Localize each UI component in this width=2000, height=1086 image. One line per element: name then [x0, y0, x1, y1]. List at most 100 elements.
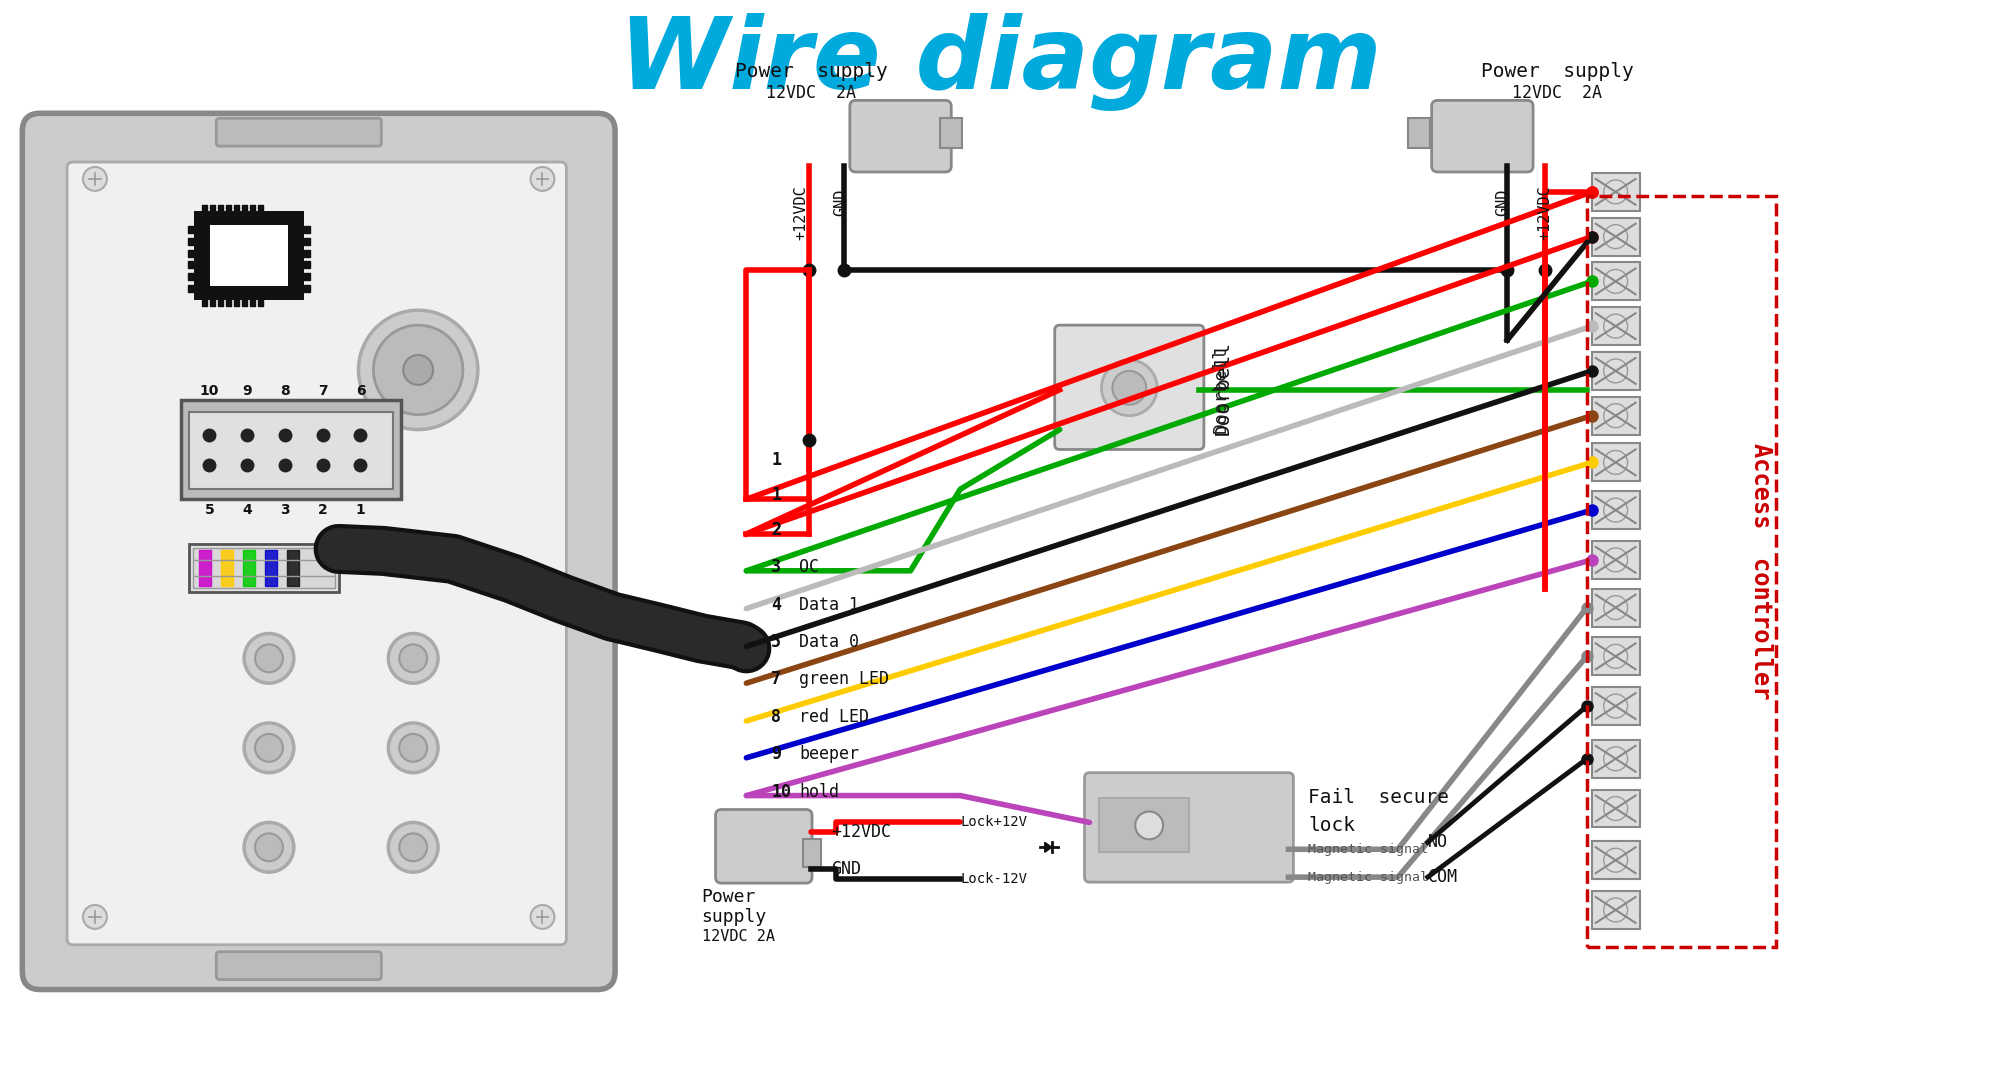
Text: OC: OC	[800, 558, 820, 576]
Circle shape	[530, 905, 554, 929]
Circle shape	[1102, 359, 1158, 416]
Text: 6: 6	[356, 383, 366, 397]
Text: 1: 1	[772, 452, 782, 469]
Text: +12VDC: +12VDC	[1538, 186, 1552, 240]
Text: +12VDC: +12VDC	[830, 823, 890, 842]
Polygon shape	[1044, 843, 1052, 853]
Bar	[1100, 797, 1188, 853]
Bar	[1592, 740, 1640, 778]
Text: Access  controller: Access controller	[1748, 443, 1772, 699]
Text: 7: 7	[318, 383, 328, 397]
Bar	[940, 118, 962, 148]
Circle shape	[400, 644, 428, 672]
Text: green LED: green LED	[800, 670, 890, 689]
Circle shape	[256, 833, 282, 861]
Text: 10: 10	[772, 783, 792, 800]
Text: Magnetic signal: Magnetic signal	[1308, 871, 1428, 884]
Text: Power  supply: Power supply	[1480, 62, 1634, 81]
FancyBboxPatch shape	[216, 951, 382, 980]
Text: 4: 4	[772, 595, 782, 614]
Circle shape	[400, 734, 428, 761]
Bar	[194, 211, 304, 300]
FancyBboxPatch shape	[850, 100, 952, 172]
FancyBboxPatch shape	[22, 113, 616, 989]
Text: Wire diagram: Wire diagram	[618, 13, 1382, 111]
Text: supply: supply	[702, 908, 766, 926]
Bar	[1592, 541, 1640, 579]
Text: 4: 4	[242, 503, 252, 517]
Text: 8: 8	[280, 383, 290, 397]
Bar	[1592, 443, 1640, 481]
Text: 10: 10	[200, 383, 218, 397]
Text: red LED: red LED	[800, 708, 870, 727]
Text: 5: 5	[204, 503, 214, 517]
Bar	[190, 412, 394, 490]
Circle shape	[388, 633, 438, 683]
Bar	[1592, 637, 1640, 675]
Text: COM: COM	[1428, 868, 1458, 886]
Text: 12VDC 2A: 12VDC 2A	[702, 930, 774, 945]
Text: Fail  secure: Fail secure	[1308, 788, 1450, 807]
Text: hold: hold	[800, 783, 840, 800]
Bar	[1592, 589, 1640, 627]
Bar	[1592, 687, 1640, 725]
Text: GND: GND	[830, 860, 860, 879]
Text: 3: 3	[280, 503, 290, 517]
Bar	[1592, 790, 1640, 828]
Circle shape	[244, 822, 294, 872]
Circle shape	[530, 167, 554, 191]
Text: 9: 9	[242, 383, 252, 397]
Circle shape	[256, 734, 282, 761]
Text: 3: 3	[772, 558, 782, 576]
Bar	[1592, 491, 1640, 529]
Bar	[1408, 118, 1430, 148]
Text: Doorbell: Doorbell	[1214, 341, 1232, 434]
Circle shape	[358, 311, 478, 430]
Text: Data 1: Data 1	[800, 595, 860, 614]
Text: 1: 1	[772, 487, 782, 504]
Bar	[1592, 352, 1640, 390]
Bar	[194, 548, 334, 588]
Circle shape	[388, 822, 438, 872]
Bar	[1592, 891, 1640, 929]
Text: 12VDC  2A: 12VDC 2A	[1512, 85, 1602, 102]
Circle shape	[1136, 811, 1164, 839]
Bar	[1592, 396, 1640, 434]
FancyBboxPatch shape	[1432, 100, 1534, 172]
Text: GND: GND	[1494, 189, 1510, 216]
Bar	[1586, 195, 1776, 947]
Text: +12VDC: +12VDC	[794, 186, 808, 240]
Text: lock: lock	[1308, 816, 1356, 835]
Text: beeper: beeper	[800, 745, 860, 762]
Circle shape	[256, 644, 282, 672]
Text: Data 0: Data 0	[800, 633, 860, 652]
Bar	[190, 544, 338, 592]
Text: 9: 9	[772, 745, 782, 762]
Circle shape	[244, 633, 294, 683]
Circle shape	[82, 167, 106, 191]
Text: NO: NO	[1428, 833, 1448, 851]
Bar	[804, 839, 820, 868]
Text: 5: 5	[772, 633, 782, 652]
Text: 2: 2	[318, 503, 328, 517]
Text: 2: 2	[772, 521, 782, 539]
Circle shape	[82, 905, 106, 929]
Text: 8: 8	[772, 708, 782, 727]
Text: Power  supply: Power supply	[734, 62, 888, 81]
Circle shape	[1112, 371, 1146, 405]
Text: 12VDC  2A: 12VDC 2A	[766, 85, 856, 102]
Bar	[1592, 173, 1640, 211]
Text: 1: 1	[356, 503, 366, 517]
Bar	[1592, 842, 1640, 880]
Bar	[210, 225, 288, 287]
Text: Lock+12V: Lock+12V	[960, 816, 1028, 830]
Circle shape	[388, 723, 438, 773]
Bar	[1592, 263, 1640, 300]
Text: 2: 2	[772, 521, 782, 539]
Text: GND: GND	[834, 189, 848, 216]
Text: Doorbell: Doorbell	[1212, 346, 1230, 433]
Circle shape	[244, 723, 294, 773]
Text: Power: Power	[702, 888, 756, 906]
Text: Magnetic signal: Magnetic signal	[1308, 843, 1428, 856]
Text: Lock-12V: Lock-12V	[960, 872, 1028, 886]
